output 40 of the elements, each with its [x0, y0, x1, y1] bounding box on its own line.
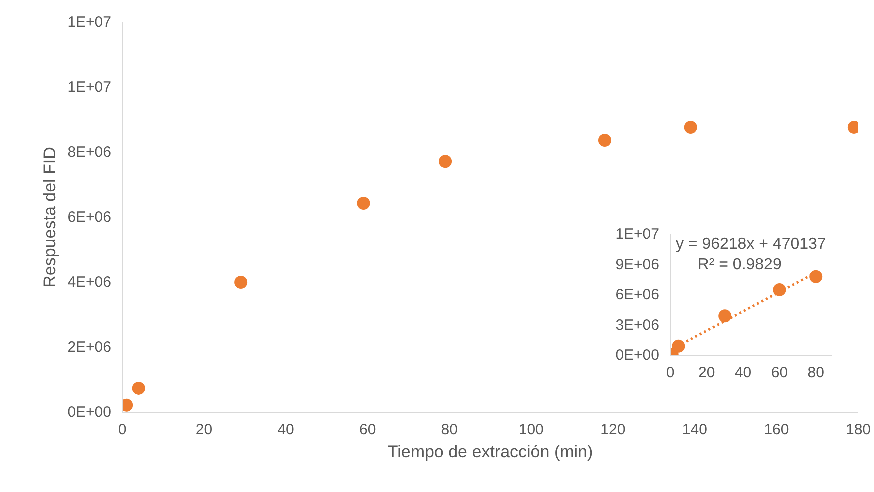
- y-tick-label: 3E+06: [616, 316, 660, 334]
- x-tick-label: 180: [846, 422, 872, 438]
- x-tick-label: 120: [600, 422, 626, 438]
- point: [718, 310, 732, 323]
- x-tick-label: 80: [441, 422, 458, 438]
- x-tick-label: 80: [808, 364, 824, 382]
- y-tick-label: 2E+06: [68, 339, 112, 356]
- x-tick-label: 20: [698, 364, 716, 382]
- point: [357, 197, 370, 210]
- x-axis-title: Tiempo de extracción (min): [388, 442, 594, 462]
- x-tick-label: 0: [118, 422, 127, 438]
- point: [684, 120, 698, 134]
- x-tick-label: 140: [682, 422, 708, 438]
- x-tick-label: 100: [518, 422, 544, 438]
- x-tick-label: 20: [196, 422, 213, 438]
- y-tick-label: 8E+06: [68, 144, 112, 161]
- annotation: R² = 0.9829: [698, 256, 782, 274]
- x-tick-label: 0: [666, 364, 675, 382]
- annotation: y = 96218x + 470137: [676, 236, 826, 254]
- y-tick-label: 9E+06: [616, 256, 660, 274]
- point: [810, 270, 823, 284]
- y-axis-title: Respuesta del FID: [40, 147, 60, 288]
- x-tick-label: 40: [734, 364, 752, 382]
- y-tick-label: 6E+06: [616, 286, 660, 304]
- point: [439, 155, 452, 168]
- y-tick-label: 1E+07: [616, 226, 660, 243]
- x-tick-label: 160: [764, 422, 790, 438]
- x-tick-label: 40: [278, 422, 294, 438]
- y-tick-label: 1E+07: [68, 14, 112, 31]
- y-tick-label: 4E+06: [68, 274, 112, 291]
- x-tick-label: 60: [359, 422, 376, 438]
- point: [672, 340, 686, 353]
- x-tick-label: 60: [771, 364, 788, 382]
- point: [132, 382, 146, 395]
- y-tick-label: 6E+06: [68, 209, 112, 226]
- y-tick-label: 1E+07: [68, 79, 112, 96]
- y-tick-label: 0E+00: [616, 347, 660, 364]
- point: [598, 134, 612, 147]
- point: [234, 276, 248, 289]
- y-tick-label: 0E+00: [68, 404, 112, 421]
